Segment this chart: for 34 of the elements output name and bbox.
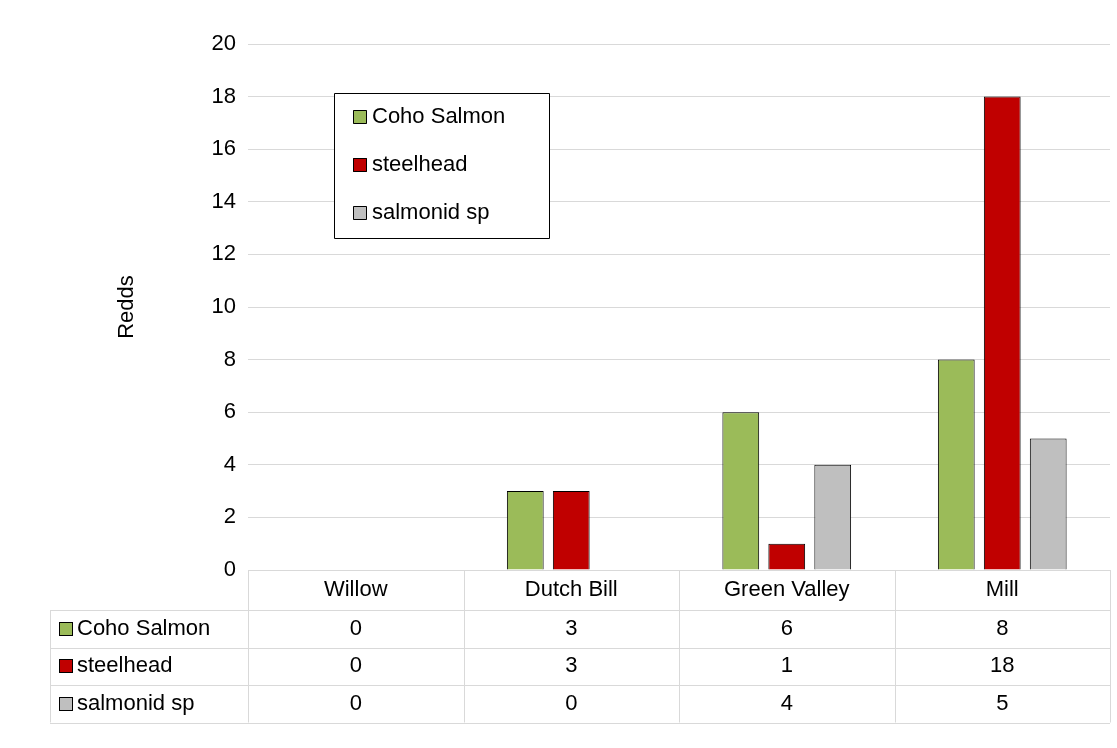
- data-label: 8: [996, 614, 1009, 640]
- y-tick-label: 20: [211, 30, 236, 56]
- legend-label: steelhead: [372, 151, 468, 177]
- text: Coho Salmon: [77, 614, 211, 640]
- text: salmonid sp: [77, 689, 195, 715]
- y-tick-label: 10: [211, 293, 236, 319]
- x-tick-label: Mill: [985, 576, 1019, 602]
- y-tick-label: 2: [223, 503, 236, 529]
- text: steelhead: [77, 652, 173, 678]
- y-tick-label: 8: [223, 345, 236, 371]
- data-label: 18: [990, 652, 1015, 678]
- y-tick-label: 12: [211, 240, 236, 266]
- data-label: 0: [349, 652, 362, 678]
- data-label: 4: [780, 689, 793, 715]
- data-label: 6: [780, 614, 793, 640]
- x-tick-label: Green Valley: [723, 576, 850, 602]
- data-label: 3: [565, 652, 578, 678]
- data-label: 0: [349, 689, 362, 715]
- x-tick-label: Willow: [323, 576, 388, 602]
- y-tick-label: 4: [223, 450, 236, 476]
- y-tick-label: 6: [223, 398, 236, 424]
- data-label: 5: [996, 689, 1009, 715]
- data-label: 3: [565, 614, 578, 640]
- y-tick-label: 16: [211, 135, 236, 161]
- data-label: 0: [349, 614, 362, 640]
- y-tick-label: 14: [211, 187, 236, 213]
- x-tick-label: Dutch Bill: [524, 576, 618, 602]
- y-tick-label: 18: [211, 82, 236, 108]
- data-label: 0: [565, 689, 578, 715]
- legend-label: Coho Salmon: [372, 103, 506, 129]
- y-axis-title: Redds: [113, 275, 139, 339]
- data-label: 1: [780, 652, 793, 678]
- y-tick-label: 0: [223, 556, 236, 582]
- legend-label: salmonid sp: [372, 199, 490, 225]
